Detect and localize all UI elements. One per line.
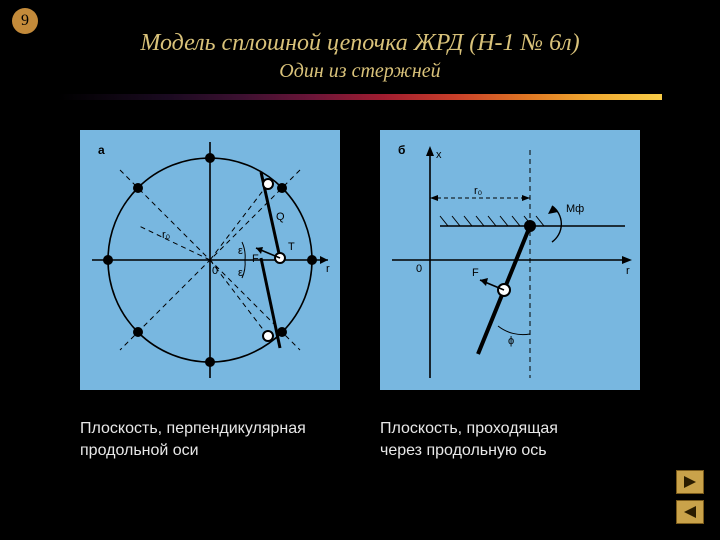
slide-number: 9 <box>21 13 29 29</box>
captions-line1: Плоскость, перпендикулярная Плоскость, п… <box>0 420 720 438</box>
axis-r-label: r <box>326 263 330 275</box>
F-label-right: F <box>472 267 479 279</box>
Q-label: Q <box>276 211 285 223</box>
epsilon-label: ε <box>238 245 243 257</box>
prev-button[interactable] <box>676 500 704 524</box>
r0-label: r₀ <box>162 229 170 241</box>
panel-right-label: б <box>398 143 405 157</box>
r0-label-right: r₀ <box>474 185 482 197</box>
origin-label: 0 <box>416 263 422 275</box>
next-button[interactable] <box>676 470 704 494</box>
center-label: 0 <box>212 265 218 277</box>
axis-x-label: x <box>436 149 442 161</box>
T-label: T <box>288 241 295 253</box>
axis-r-label-right: r <box>626 265 630 277</box>
slide-subtitle: Один из стержней <box>0 60 720 83</box>
slide-title: Модель сплошной цепочка ЖРД (Н-1 № 6л) <box>0 30 720 57</box>
panel-left: а 0 r₀ r ε ε F Q T <box>80 130 340 390</box>
side-elevation: б x r 0 r₀ Mф F ϕ <box>380 130 640 390</box>
F-label: F <box>252 253 259 265</box>
panel-right: б x r 0 r₀ Mф F ϕ <box>380 130 640 390</box>
caption-right-1: Плоскость, проходящая <box>380 420 640 438</box>
caption-right-2: через продольную ось <box>380 442 640 460</box>
triangle-right-icon <box>682 475 698 489</box>
captions-line2: продольной оси через продольную ось <box>0 442 720 460</box>
M-label: Mф <box>566 203 584 215</box>
caption-left-2: продольной оси <box>80 442 340 460</box>
panels-row: а 0 r₀ r ε ε F Q T <box>0 130 720 390</box>
caption-left-1: Плоскость, перпендикулярная <box>80 420 340 438</box>
phi-label: ϕ <box>508 335 514 347</box>
accent-bar <box>58 94 662 100</box>
panel-left-label: а <box>98 143 105 157</box>
nav-buttons <box>676 470 704 524</box>
epsilon-label2: ε <box>238 267 243 279</box>
slide-root: 9 Модель сплошной цепочка ЖРД (Н-1 № 6л)… <box>0 0 720 540</box>
polar-diagram: а 0 r₀ r ε ε F Q T <box>80 130 340 390</box>
triangle-left-icon <box>682 505 698 519</box>
